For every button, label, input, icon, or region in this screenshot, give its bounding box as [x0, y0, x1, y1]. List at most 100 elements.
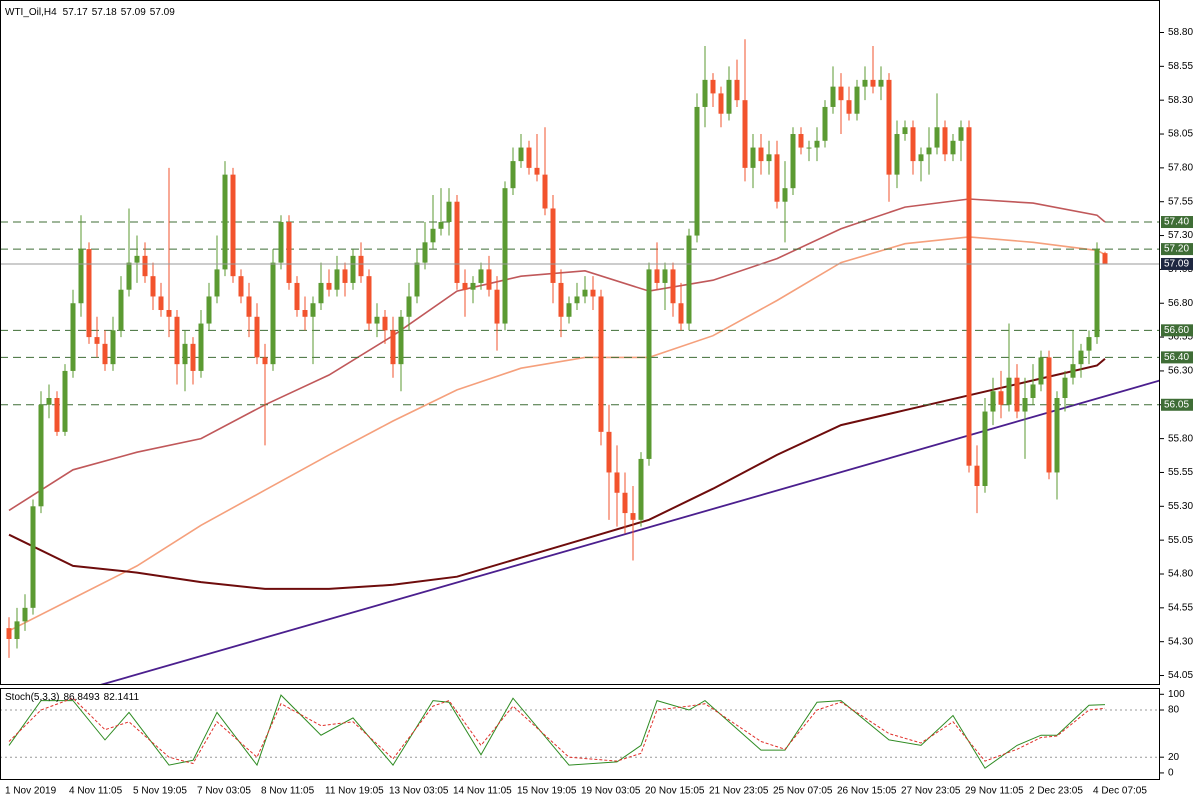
- y-tick-label: 0: [1168, 768, 1174, 779]
- candle-body: [918, 154, 924, 162]
- candle-body: [478, 269, 484, 283]
- candle-body: [110, 330, 116, 365]
- level-label-bg: [1161, 398, 1193, 411]
- candle-body: [78, 249, 84, 304]
- candle-body: [14, 621, 20, 639]
- candle-body: [598, 296, 604, 432]
- candle-body: [206, 296, 212, 324]
- candle-body: [1054, 398, 1060, 473]
- candle-body: [742, 100, 748, 168]
- candle-body: [518, 147, 524, 162]
- y-tick-label: 58.05: [1168, 129, 1193, 140]
- level-label-bg: [1161, 324, 1193, 337]
- candle-body: [614, 472, 620, 493]
- candle-body: [62, 370, 68, 432]
- candle-body: [902, 127, 908, 135]
- y-tick-label: 58.55: [1168, 61, 1193, 72]
- x-tick-label: 29 Nov 11:05: [965, 786, 1024, 797]
- y-tick-label: 56.55: [1168, 332, 1193, 343]
- candle-body: [382, 316, 388, 331]
- candle-body: [446, 201, 452, 223]
- candle-body: [534, 167, 540, 175]
- candle-body: [462, 282, 468, 290]
- candle-body: [886, 79, 892, 175]
- candle-body: [1070, 364, 1076, 378]
- y-tick-label: 54.80: [1168, 569, 1193, 580]
- candle-body: [262, 357, 268, 365]
- candle-body: [94, 337, 100, 344]
- y-tick-label: 57.55: [1168, 196, 1193, 207]
- candle-body: [118, 289, 124, 331]
- y-tick-label: 57.80: [1168, 163, 1193, 174]
- y-tick-label: 58.80: [1168, 27, 1193, 38]
- y-tick-label: 55.55: [1168, 467, 1193, 478]
- candle-body: [894, 134, 900, 175]
- x-tick-label: 21 Nov 23:05: [709, 786, 769, 797]
- candle-body: [790, 134, 796, 189]
- candle-body: [246, 296, 252, 317]
- candle-body: [854, 86, 860, 114]
- x-tick-label: 1 Nov 2019: [5, 786, 57, 797]
- candle-body: [934, 127, 940, 148]
- level-label: 56.60: [1164, 325, 1189, 336]
- candle-body: [398, 316, 404, 365]
- candle-body: [1038, 357, 1044, 385]
- y-tick-label: 58.30: [1168, 95, 1193, 106]
- candle-body: [158, 296, 164, 311]
- y-tick-label: 55.05: [1168, 535, 1193, 546]
- candle-body: [454, 201, 460, 283]
- candle-body: [310, 303, 316, 317]
- level-label-bg: [1161, 243, 1193, 256]
- x-tick-label: 27 Nov 23:05: [901, 786, 961, 797]
- level-label: 56.40: [1164, 352, 1189, 363]
- candle-body: [126, 262, 132, 290]
- candle-body: [278, 222, 284, 263]
- candle-body: [486, 269, 492, 290]
- stoch-name: Stoch(5,3,3): [5, 692, 59, 703]
- candle-body: [734, 79, 740, 101]
- candle-body: [750, 147, 756, 168]
- last-high: 57.18: [92, 7, 117, 18]
- y-tick-label: 55.30: [1168, 501, 1193, 512]
- y-tick-label: 54.55: [1168, 602, 1193, 613]
- candle-body: [510, 161, 516, 189]
- symbol: WTI_Oil,H4: [5, 7, 57, 18]
- candle-body: [558, 282, 564, 317]
- candle-body: [294, 282, 300, 311]
- candle-body: [630, 513, 636, 520]
- candle-body: [726, 79, 732, 114]
- candle-body: [590, 289, 596, 297]
- candle-body: [134, 255, 140, 263]
- candle-body: [1094, 249, 1100, 338]
- x-tick-label: 8 Nov 11:05: [261, 786, 315, 797]
- candle-body: [550, 208, 556, 283]
- candle-body: [838, 86, 844, 101]
- x-tick-label: 19 Nov 03:05: [581, 786, 641, 797]
- candle-body: [1078, 350, 1084, 365]
- candle-body: [1062, 377, 1068, 399]
- stoch-plot: [0, 694, 1160, 769]
- candle-body: [998, 391, 1004, 405]
- axes: 1 Nov 2019 4 Nov 11:05 5 Nov 19:05 7 Nov 03…: [5, 27, 1193, 797]
- candle-body: [822, 106, 828, 141]
- x-tick-label: 11 Nov 19:05: [325, 786, 384, 797]
- candle-body: [270, 262, 276, 365]
- candle-body: [926, 147, 932, 155]
- candle-body: [686, 235, 692, 324]
- candle-body: [670, 269, 676, 304]
- candle-body: [1014, 377, 1020, 412]
- last-close: 57.09: [150, 7, 175, 18]
- stoch-line: [8, 694, 1106, 769]
- candle-body: [190, 343, 196, 371]
- candle-body: [350, 255, 356, 283]
- x-tick-label: 2 Dec 23:05: [1029, 786, 1083, 797]
- candle-body: [318, 282, 324, 304]
- candle-body: [678, 303, 684, 324]
- candle-body: [1006, 377, 1012, 405]
- stoch-k: 86.8493: [63, 692, 100, 703]
- y-tick-label: 56.80: [1168, 298, 1193, 309]
- candle-body: [46, 398, 52, 405]
- level-label: 57.20: [1164, 244, 1189, 255]
